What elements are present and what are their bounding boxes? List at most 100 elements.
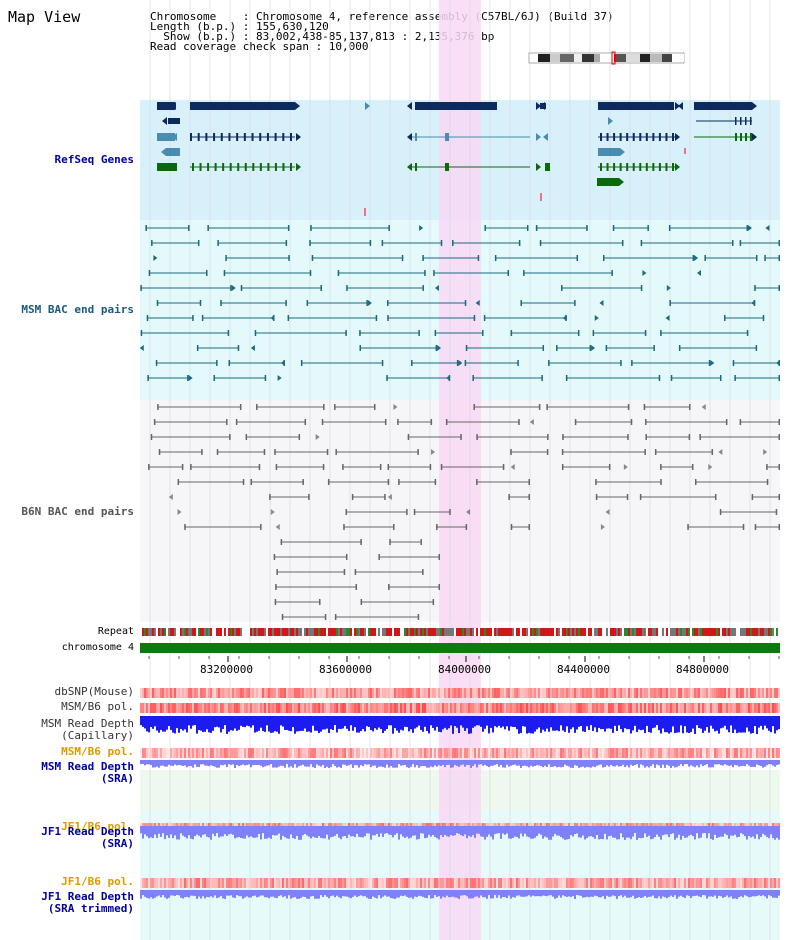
repeat-feature [778, 628, 780, 636]
msm-bac-end [311, 255, 314, 261]
jf1-depth-bar [276, 826, 278, 836]
msm-b6-pol-strip [280, 703, 282, 713]
msm-b6-pol-sra-strip [234, 748, 236, 758]
msm-depth-cap-bar [222, 716, 224, 729]
gene-arrow [161, 148, 166, 156]
msm-depth-cap-bar [526, 716, 528, 734]
dbsnp-strip [266, 688, 268, 698]
jf1-depth-bar [746, 826, 748, 840]
msm-depth-cap-bar [196, 716, 198, 734]
msm-depth-cap-bar [338, 716, 340, 729]
b6n-bac-end [547, 434, 549, 440]
jf1-depth-trim-bar [570, 890, 572, 897]
dbsnp-strip [454, 688, 456, 698]
msm-bac-end [309, 270, 312, 276]
jf1-depth-bar [712, 826, 714, 840]
msm-b6-pol-strip [330, 703, 332, 713]
msm-depth-cap-bar [422, 716, 424, 732]
msm-depth-sra-bar [612, 760, 614, 767]
jf1-depth-bar [766, 826, 768, 837]
dbsnp-strip [202, 688, 204, 698]
repeat-feature [328, 628, 330, 636]
gene-marker [364, 208, 366, 216]
b6n-bac-end [595, 494, 598, 500]
gene-arrow [407, 102, 412, 110]
msm-b6-pol-sra-strip [278, 748, 280, 758]
gene-block [606, 163, 609, 171]
msm-bac-end [778, 285, 780, 291]
jf1-depth-bar [588, 826, 590, 837]
gene-block [222, 163, 225, 171]
gene-block [665, 133, 668, 141]
repeat-feature [270, 628, 272, 636]
msm-depth-sra-bar [518, 760, 520, 766]
msm-depth-sra-bar [364, 760, 366, 765]
msm-depth-cap-bar [528, 716, 530, 733]
repeat-feature [656, 628, 658, 636]
msm-b6-pol-strip [336, 703, 338, 713]
msm-b6-pol-sra-strip [560, 748, 562, 758]
repeat-feature [744, 628, 746, 636]
repeat-feature [556, 628, 558, 636]
gene-block [166, 148, 180, 156]
jf1-depth-trim-bar [702, 890, 704, 896]
repeat-feature [714, 628, 716, 636]
jf1-depth-bar [286, 826, 288, 839]
repeat-feature [228, 628, 230, 636]
repeat-feature [398, 628, 400, 636]
dbsnp-strip [726, 688, 728, 698]
track-label-b6n-bac[interactable]: B6N BAC end pairs [21, 505, 134, 518]
repeat-feature [332, 628, 334, 636]
repeat-feature [434, 628, 436, 636]
msm-b6-pol-sra-strip [466, 748, 468, 758]
dbsnp-strip [476, 688, 478, 698]
msm-depth-cap-bar [770, 716, 772, 733]
track-label-msm-bac[interactable]: MSM BAC end pairs [21, 303, 134, 316]
msm-b6-pol-sra-strip [460, 748, 462, 758]
jf1-depth-trim-bar [696, 890, 698, 896]
jf1-depth-bar [594, 826, 596, 839]
b6n-bac-end [258, 464, 261, 470]
b6n-bac-end [528, 494, 530, 500]
jf1-b6-pol-trim-strip [332, 878, 334, 888]
ideogram-band [640, 54, 650, 62]
dbsnp-strip [346, 688, 348, 698]
msm-depth-cap-bar [252, 716, 254, 726]
jf1-depth-bar [356, 826, 358, 834]
jf1-b6-pol-trim-strip [472, 878, 474, 888]
jf1-depth-trim-bar [418, 890, 420, 896]
jf1-depth-bar [264, 826, 266, 839]
msm-b6-pol-sra-strip [548, 748, 550, 758]
jf1-depth-trim-bar [276, 890, 278, 899]
msm-b6-pol-strip [418, 703, 420, 713]
gene-block [639, 163, 642, 171]
msm-b6-pol-sra-strip [678, 748, 680, 758]
msm-depth-cap-bar [336, 716, 338, 733]
jf1-depth-bar [176, 826, 178, 840]
msm-b6-pol-sra-strip [586, 748, 588, 758]
msm-depth-sra-bar [238, 760, 240, 767]
jf1-depth-trim-bar [368, 890, 370, 899]
msm-depth-cap-bar [620, 716, 622, 730]
msm-b6-pol-strip [576, 703, 578, 713]
msm-b6-pol-sra-strip [270, 748, 272, 758]
jf1-depth-trim-bar [448, 890, 450, 898]
jf1-b6-pol-trim-strip [652, 878, 654, 888]
msm-b6-pol-sra-strip [592, 748, 594, 758]
msm-b6-pol-strip [524, 703, 526, 713]
msm-b6-pol-strip [408, 703, 410, 713]
b6n-bac-end [639, 494, 642, 500]
repeat-feature [740, 628, 742, 636]
msm-b6-pol-strip [238, 703, 240, 713]
msm-depth-cap-bar [646, 716, 648, 726]
msm-depth-cap-bar [566, 716, 568, 727]
dbsnp-strip [306, 688, 308, 698]
repeat-feature [586, 628, 588, 636]
msm-bac-end [589, 345, 592, 351]
msm-depth-cap-bar [580, 716, 582, 727]
dbsnp-strip [710, 688, 712, 698]
jf1-b6-pol-trim-strip [658, 878, 660, 888]
track-label-refseq[interactable]: RefSeq Genes [54, 153, 134, 166]
msm-b6-pol-sra-strip [624, 748, 626, 758]
msm-b6-pol-strip [640, 703, 642, 713]
